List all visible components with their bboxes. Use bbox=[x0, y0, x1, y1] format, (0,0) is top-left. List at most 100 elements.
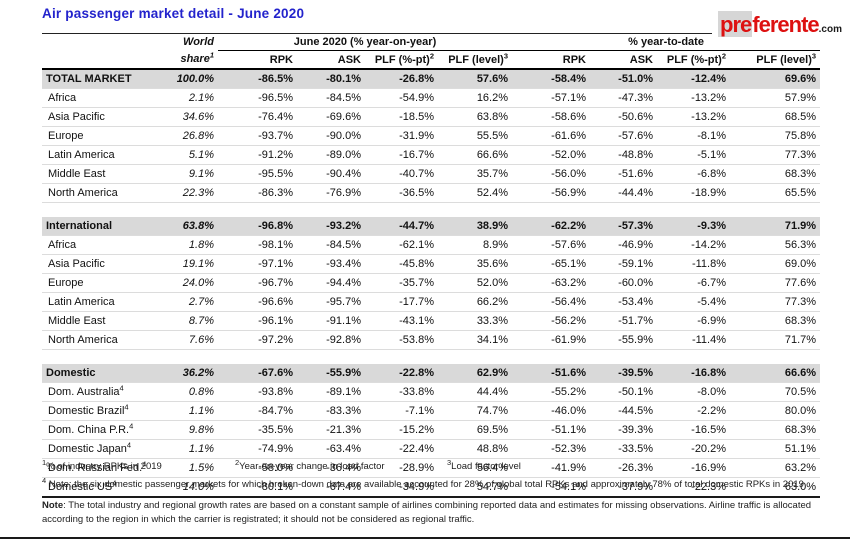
table-row: North America 7.6% -97.2% -92.8% -53.8% 34.1%… bbox=[42, 330, 821, 350]
cell-jun_ask: -95.7% bbox=[297, 292, 365, 312]
cell-jun_plf_pt: -54.9% bbox=[365, 88, 438, 108]
cell-jun_plf_level: 66.2% bbox=[438, 292, 513, 312]
cell-ytd_ask: -33.5% bbox=[590, 439, 658, 459]
cell-jun_rpk: -96.7% bbox=[218, 273, 297, 293]
cell-ytd_ask: -39.3% bbox=[590, 420, 658, 440]
methodology-note: Note: The total industry and regional gr… bbox=[42, 500, 812, 525]
preferente-logo[interactable]: preferente.com bbox=[712, 11, 842, 38]
cell-jun_rpk: -98.1% bbox=[218, 235, 297, 255]
world-share-header-line1: World bbox=[152, 33, 218, 51]
cell-jun_plf_level: 16.2% bbox=[438, 88, 513, 108]
cell-jun_rpk: -93.7% bbox=[218, 126, 297, 146]
world-share-header-line2: share1 bbox=[152, 50, 218, 70]
table-row: Domestic Japan4 1.1% -74.9% -63.4% -22.4% 48.… bbox=[42, 439, 821, 459]
cell-jun_plf_level: 57.6% bbox=[438, 69, 513, 89]
col-header-jun-ask: ASK bbox=[297, 50, 365, 70]
cell-ytd_plf_pt: -16.9% bbox=[657, 458, 731, 478]
footnote-1: 1% of industry RPKs in 2019 bbox=[42, 457, 162, 472]
table-row: Middle East 9.1% -95.5% -90.4% -40.7% 35.7% -5… bbox=[42, 164, 821, 184]
cell-ytd_rpk: -51.6% bbox=[512, 364, 591, 383]
cell-ytd_ask: -37.9% bbox=[590, 477, 658, 498]
table-row: Dom. China P.R.4 9.8% -35.5% -21.3% -15.2% 69… bbox=[42, 420, 821, 440]
cell-world_share: 8.7% bbox=[152, 311, 218, 331]
cell-jun_rpk: -96.5% bbox=[218, 88, 297, 108]
cell-ytd_plf_pt: -6.8% bbox=[657, 164, 731, 184]
row-label: Asia Pacific bbox=[42, 254, 152, 274]
cell-jun_ask: -84.5% bbox=[297, 88, 365, 108]
cell-jun_rpk: -93.8% bbox=[218, 382, 297, 402]
cell-jun_ask: -89.0% bbox=[297, 145, 365, 165]
section-spacer bbox=[42, 349, 821, 364]
cell-jun_plf_pt: -43.1% bbox=[365, 311, 438, 331]
row-label: Domestic US4 bbox=[42, 477, 152, 498]
row-label: Asia Pacific bbox=[42, 107, 152, 127]
table-row: Domestic US4 14.0% -80.1% -67.4% -34.9% 54.7%… bbox=[42, 477, 821, 498]
cell-ytd_plf_level: 66.6% bbox=[730, 364, 821, 383]
cell-jun_plf_level: 38.9% bbox=[438, 217, 513, 236]
cell-jun_rpk: -35.5% bbox=[218, 420, 297, 440]
page-title: Air passenger market detail - June 2020 bbox=[42, 6, 305, 21]
cell-jun_plf_pt: -40.7% bbox=[365, 164, 438, 184]
group-header-june: June 2020 (% year-on-year) bbox=[218, 33, 513, 51]
cell-jun_ask: -21.3% bbox=[297, 420, 365, 440]
cell-ytd_rpk: -65.1% bbox=[512, 254, 591, 274]
cell-ytd_ask: -59.1% bbox=[590, 254, 658, 274]
cell-ytd_plf_level: 69.6% bbox=[730, 69, 821, 89]
cell-ytd_plf_level: 57.9% bbox=[730, 88, 821, 108]
cell-ytd_plf_pt: -9.3% bbox=[657, 217, 731, 236]
cell-world_share: 1.5% bbox=[152, 458, 218, 478]
cell-jun_plf_pt: -26.8% bbox=[365, 69, 438, 89]
cell-ytd_plf_pt: -20.2% bbox=[657, 439, 731, 459]
header-spacer bbox=[42, 50, 152, 70]
cell-jun_ask: -69.6% bbox=[297, 107, 365, 127]
cell-jun_rpk: -91.2% bbox=[218, 145, 297, 165]
cell-jun_ask: -94.4% bbox=[297, 273, 365, 293]
cell-world_share: 1.1% bbox=[152, 439, 218, 459]
cell-jun_ask: -67.4% bbox=[297, 477, 365, 498]
cell-jun_plf_level: 66.6% bbox=[438, 145, 513, 165]
cell-ytd_plf_pt: -8.0% bbox=[657, 382, 731, 402]
cell-jun_plf_pt: -53.8% bbox=[365, 330, 438, 350]
table-row: Domestic Brazil4 1.1% -84.7% -83.3% -7.1% 74.… bbox=[42, 401, 821, 421]
col-header-jun-plf-pt: PLF (%-pt)2 bbox=[365, 50, 438, 70]
cell-ytd_plf_pt: -16.5% bbox=[657, 420, 731, 440]
cell-ytd_ask: -55.9% bbox=[590, 330, 658, 350]
row-label: Dom. Australia4 bbox=[42, 382, 152, 402]
row-label: Domestic Brazil4 bbox=[42, 401, 152, 421]
cell-ytd_ask: -50.6% bbox=[590, 107, 658, 127]
cell-ytd_rpk: -61.9% bbox=[512, 330, 591, 350]
cell-ytd_rpk: -63.2% bbox=[512, 273, 591, 293]
cell-ytd_plf_level: 68.3% bbox=[730, 164, 821, 184]
cell-jun_plf_pt: -16.7% bbox=[365, 145, 438, 165]
cell-ytd_plf_level: 63.0% bbox=[730, 477, 821, 498]
cell-ytd_ask: -57.6% bbox=[590, 126, 658, 146]
cell-ytd_plf_pt: -2.2% bbox=[657, 401, 731, 421]
cell-jun_rpk: -97.2% bbox=[218, 330, 297, 350]
table-row: Asia Pacific 19.1% -97.1% -93.4% -45.8% 35.6%… bbox=[42, 254, 821, 274]
cell-jun_plf_level: 62.9% bbox=[438, 364, 513, 383]
cell-ytd_ask: -50.1% bbox=[590, 382, 658, 402]
row-label: North America bbox=[42, 183, 152, 203]
cell-jun_rpk: -67.6% bbox=[218, 364, 297, 383]
table-row: North America 22.3% -86.3% -76.9% -36.5% 52.4… bbox=[42, 183, 821, 203]
cell-jun_rpk: -95.5% bbox=[218, 164, 297, 184]
table-row: Africa 1.8% -98.1% -84.5% -62.1% 8.9% -57.6% -4… bbox=[42, 235, 821, 255]
footnote-2: 2Year-on-year change in load factor bbox=[235, 457, 385, 472]
cell-jun_plf_pt: -33.8% bbox=[365, 382, 438, 402]
footnote-4: 4 Note: the six domestic passenger marke… bbox=[42, 475, 804, 490]
cell-jun_plf_level: 52.0% bbox=[438, 273, 513, 293]
cell-jun_ask: -89.1% bbox=[297, 382, 365, 402]
cell-jun_ask: -80.1% bbox=[297, 69, 365, 89]
cell-jun_rpk: -86.5% bbox=[218, 69, 297, 89]
cell-jun_plf_level: 48.8% bbox=[438, 439, 513, 459]
section-row: Domestic 36.2% -67.6% -55.9% -22.8% 62.9% -51.… bbox=[42, 364, 821, 383]
table-body: TOTAL MARKET 100.0% -86.5% -80.1% -26.8% 57.6… bbox=[42, 69, 821, 498]
cell-ytd_rpk: -56.9% bbox=[512, 183, 591, 203]
cell-jun_ask: -93.4% bbox=[297, 254, 365, 274]
cell-ytd_plf_pt: -5.4% bbox=[657, 292, 731, 312]
cell-ytd_rpk: -62.2% bbox=[512, 217, 591, 236]
row-label: North America bbox=[42, 330, 152, 350]
section-spacer bbox=[42, 202, 821, 217]
cell-ytd_ask: -51.0% bbox=[590, 69, 658, 89]
